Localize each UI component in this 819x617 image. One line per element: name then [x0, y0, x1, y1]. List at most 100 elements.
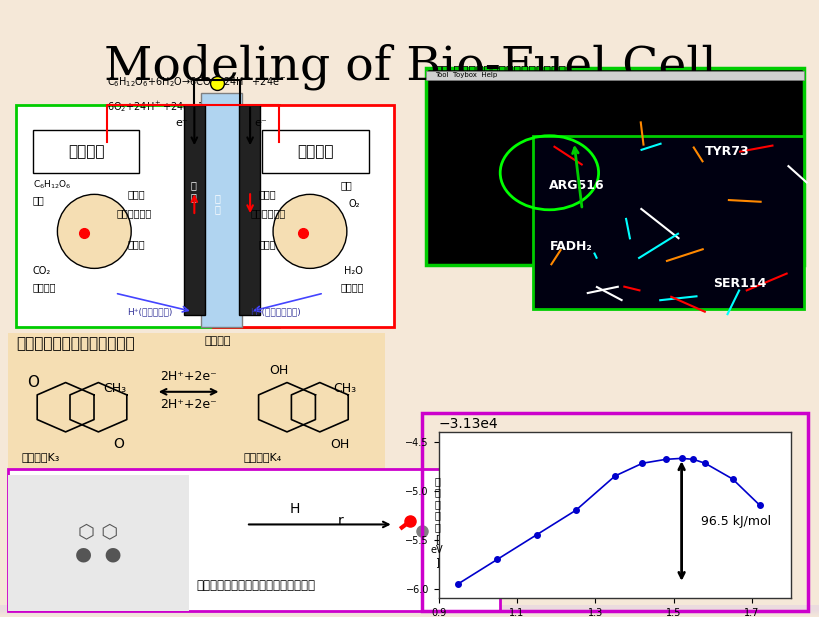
Text: e⁻: e⁻	[254, 118, 267, 128]
Bar	[0, 608, 819, 615]
FancyBboxPatch shape	[262, 130, 369, 173]
Text: H₂O: H₂O	[344, 267, 363, 276]
Bar	[0, 610, 819, 616]
Bar	[0, 610, 819, 616]
Text: ビタミンK₃: ビタミンK₃	[22, 452, 60, 462]
Text: 酵素: 酵素	[33, 196, 44, 205]
Text: CH₃: CH₃	[103, 382, 126, 395]
Bar	[0, 605, 819, 611]
Text: O: O	[113, 437, 124, 451]
Text: ビタミンK₄: ビタミンK₄	[243, 452, 281, 462]
FancyBboxPatch shape	[426, 68, 803, 265]
Bar	[0, 607, 819, 613]
Bar	[0, 611, 819, 617]
Bar	[0, 608, 819, 614]
Bar	[0, 610, 819, 616]
FancyBboxPatch shape	[33, 130, 139, 173]
Bar	[0, 608, 819, 615]
Text: エ
ネ
ル
ギ
ー
[
eV
]: エ ネ ル ギ ー [ eV ]	[430, 476, 443, 567]
Text: r: r	[337, 515, 343, 528]
Bar	[0, 609, 819, 615]
Bar	[0, 607, 819, 613]
Bar	[0, 608, 819, 614]
Bar	[0, 610, 819, 616]
Bar	[8, 333, 385, 469]
Text: FADH₂: FADH₂	[549, 240, 591, 254]
Bar	[0, 609, 819, 615]
Bar	[0, 606, 819, 612]
Bar	[0, 605, 819, 611]
Bar	[0, 608, 819, 614]
Bar	[0, 607, 819, 613]
Bar	[0, 610, 819, 616]
Bar	[0, 609, 819, 615]
Bar	[0, 610, 819, 616]
Text: メディエータ間の電子伝戢障壁の算出: メディエータ間の電子伝戢障壁の算出	[197, 579, 315, 592]
Bar	[0, 605, 819, 611]
Bar	[0, 608, 819, 615]
Bar	[0, 609, 819, 615]
Bar	[201, 93, 242, 327]
Bar	[0, 609, 819, 615]
Bar	[0, 607, 819, 613]
Bar	[0, 608, 819, 615]
Bar	[0, 605, 819, 611]
Text: 酵素-メディエータとの結合状態の解析: 酵素-メディエータとの結合状態の解析	[434, 65, 566, 78]
Bar	[0, 607, 819, 613]
Bar	[0, 608, 819, 614]
Bar	[0, 607, 819, 613]
Text: SER114: SER114	[713, 277, 766, 291]
Bar	[0, 611, 819, 617]
Text: 酸化型: 酸化型	[127, 189, 144, 199]
Text: OH: OH	[330, 437, 350, 451]
Bar	[0, 605, 819, 611]
Bar	[0, 608, 819, 614]
Bar	[0, 610, 819, 616]
Bar	[0, 611, 819, 617]
Bar	[0, 607, 819, 613]
Text: C$_6$H$_{12}$O$_6$: C$_6$H$_{12}$O$_6$	[33, 179, 71, 191]
Text: OH: OH	[269, 363, 288, 377]
Bar	[0, 607, 819, 613]
Bar	[0, 605, 819, 611]
Bar	[0, 606, 819, 612]
Bar	[0, 611, 819, 617]
Ellipse shape	[57, 194, 131, 268]
Text: ⬡ ⬡
●  ●: ⬡ ⬡ ● ●	[75, 523, 121, 563]
Text: アノード: アノード	[68, 144, 104, 159]
Bar	[0, 608, 819, 614]
Bar	[0, 608, 819, 615]
Bar	[0, 606, 819, 612]
Bar	[0, 607, 819, 613]
Text: メディエータ: メディエータ	[116, 208, 152, 218]
Text: TYR73: TYR73	[704, 144, 749, 158]
Text: 2H⁺+2e⁻: 2H⁺+2e⁻	[160, 370, 217, 383]
Text: 電解質膜: 電解質膜	[204, 336, 230, 346]
Bar	[0, 606, 819, 612]
Text: 還元型: 還元型	[258, 239, 275, 249]
Text: 酵素-メディエータ
複合体構造: 酵素-メディエータ 複合体構造	[586, 149, 643, 172]
Text: H⁺(アノードから): H⁺(アノードから)	[250, 307, 301, 316]
Bar	[0, 608, 819, 615]
Bar	[0, 607, 819, 613]
Text: 電子伝戢を司るメディエータ: 電子伝戢を司るメディエータ	[16, 336, 135, 351]
Bar	[0, 608, 819, 614]
Bar	[0, 606, 819, 612]
Bar	[0, 605, 819, 611]
Bar	[0, 607, 819, 613]
Bar	[0, 609, 819, 615]
Bar	[0, 608, 819, 614]
Bar	[0, 606, 819, 612]
Bar	[0, 607, 819, 613]
Text: H: H	[290, 502, 300, 516]
Bar	[0, 610, 819, 616]
Bar	[0, 610, 819, 616]
Bar	[0, 607, 819, 613]
Bar	[0, 607, 819, 613]
Text: カソード: カソード	[297, 144, 333, 159]
Text: e⁻: e⁻	[175, 118, 188, 128]
Bar	[0, 605, 819, 611]
Bar	[0, 608, 819, 615]
Bar	[0, 610, 819, 616]
Bar	[0, 610, 819, 616]
